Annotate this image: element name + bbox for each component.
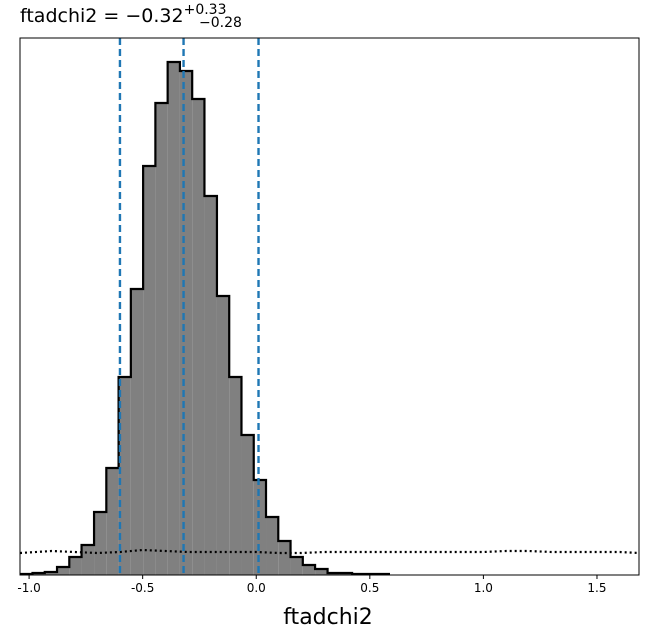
x-tick-label: 0.0 [247,581,266,595]
plot-frame [19,37,640,576]
histogram-bar [155,103,168,575]
x-tick-label: -0.5 [131,581,154,595]
title-sub: −0.28 [199,15,242,31]
histogram-bar [143,166,156,575]
histogram-bar [241,435,254,575]
histogram-bar [266,517,279,575]
x-tick-label: 0.5 [360,581,379,595]
histogram-bar [44,572,58,575]
x-tick-label: -1.0 [17,581,40,595]
prior-line [20,548,639,555]
histogram-outline [20,60,391,575]
histogram-bar [94,512,107,575]
histogram-bar [315,569,328,575]
x-tick-label: 1.5 [587,581,606,595]
histogram-bar [81,545,95,575]
x-axis-label: ftadchi2 [283,605,373,630]
histogram-bar [302,565,316,575]
histogram-bar [130,289,144,575]
histogram-bar [167,62,180,575]
histogram-bar [106,468,119,575]
histogram-bar [118,377,131,575]
histogram-bar [204,196,217,575]
chart-title: ftadchi2 = −0.32+0.33 [20,2,227,27]
x-tick-label: 1.0 [474,581,493,595]
histogram-bar [179,71,193,575]
histogram-bar [278,541,291,575]
histogram-bar [229,377,242,575]
histogram-bar [253,480,267,575]
title-sup: +0.33 [184,2,227,18]
histogram-bar [290,557,303,575]
histogram-bar [69,557,82,575]
histogram-bar [216,296,230,575]
title-main: ftadchi2 = −0.32 [20,5,184,27]
histogram-bar [192,99,205,575]
histogram-bar [57,567,70,575]
